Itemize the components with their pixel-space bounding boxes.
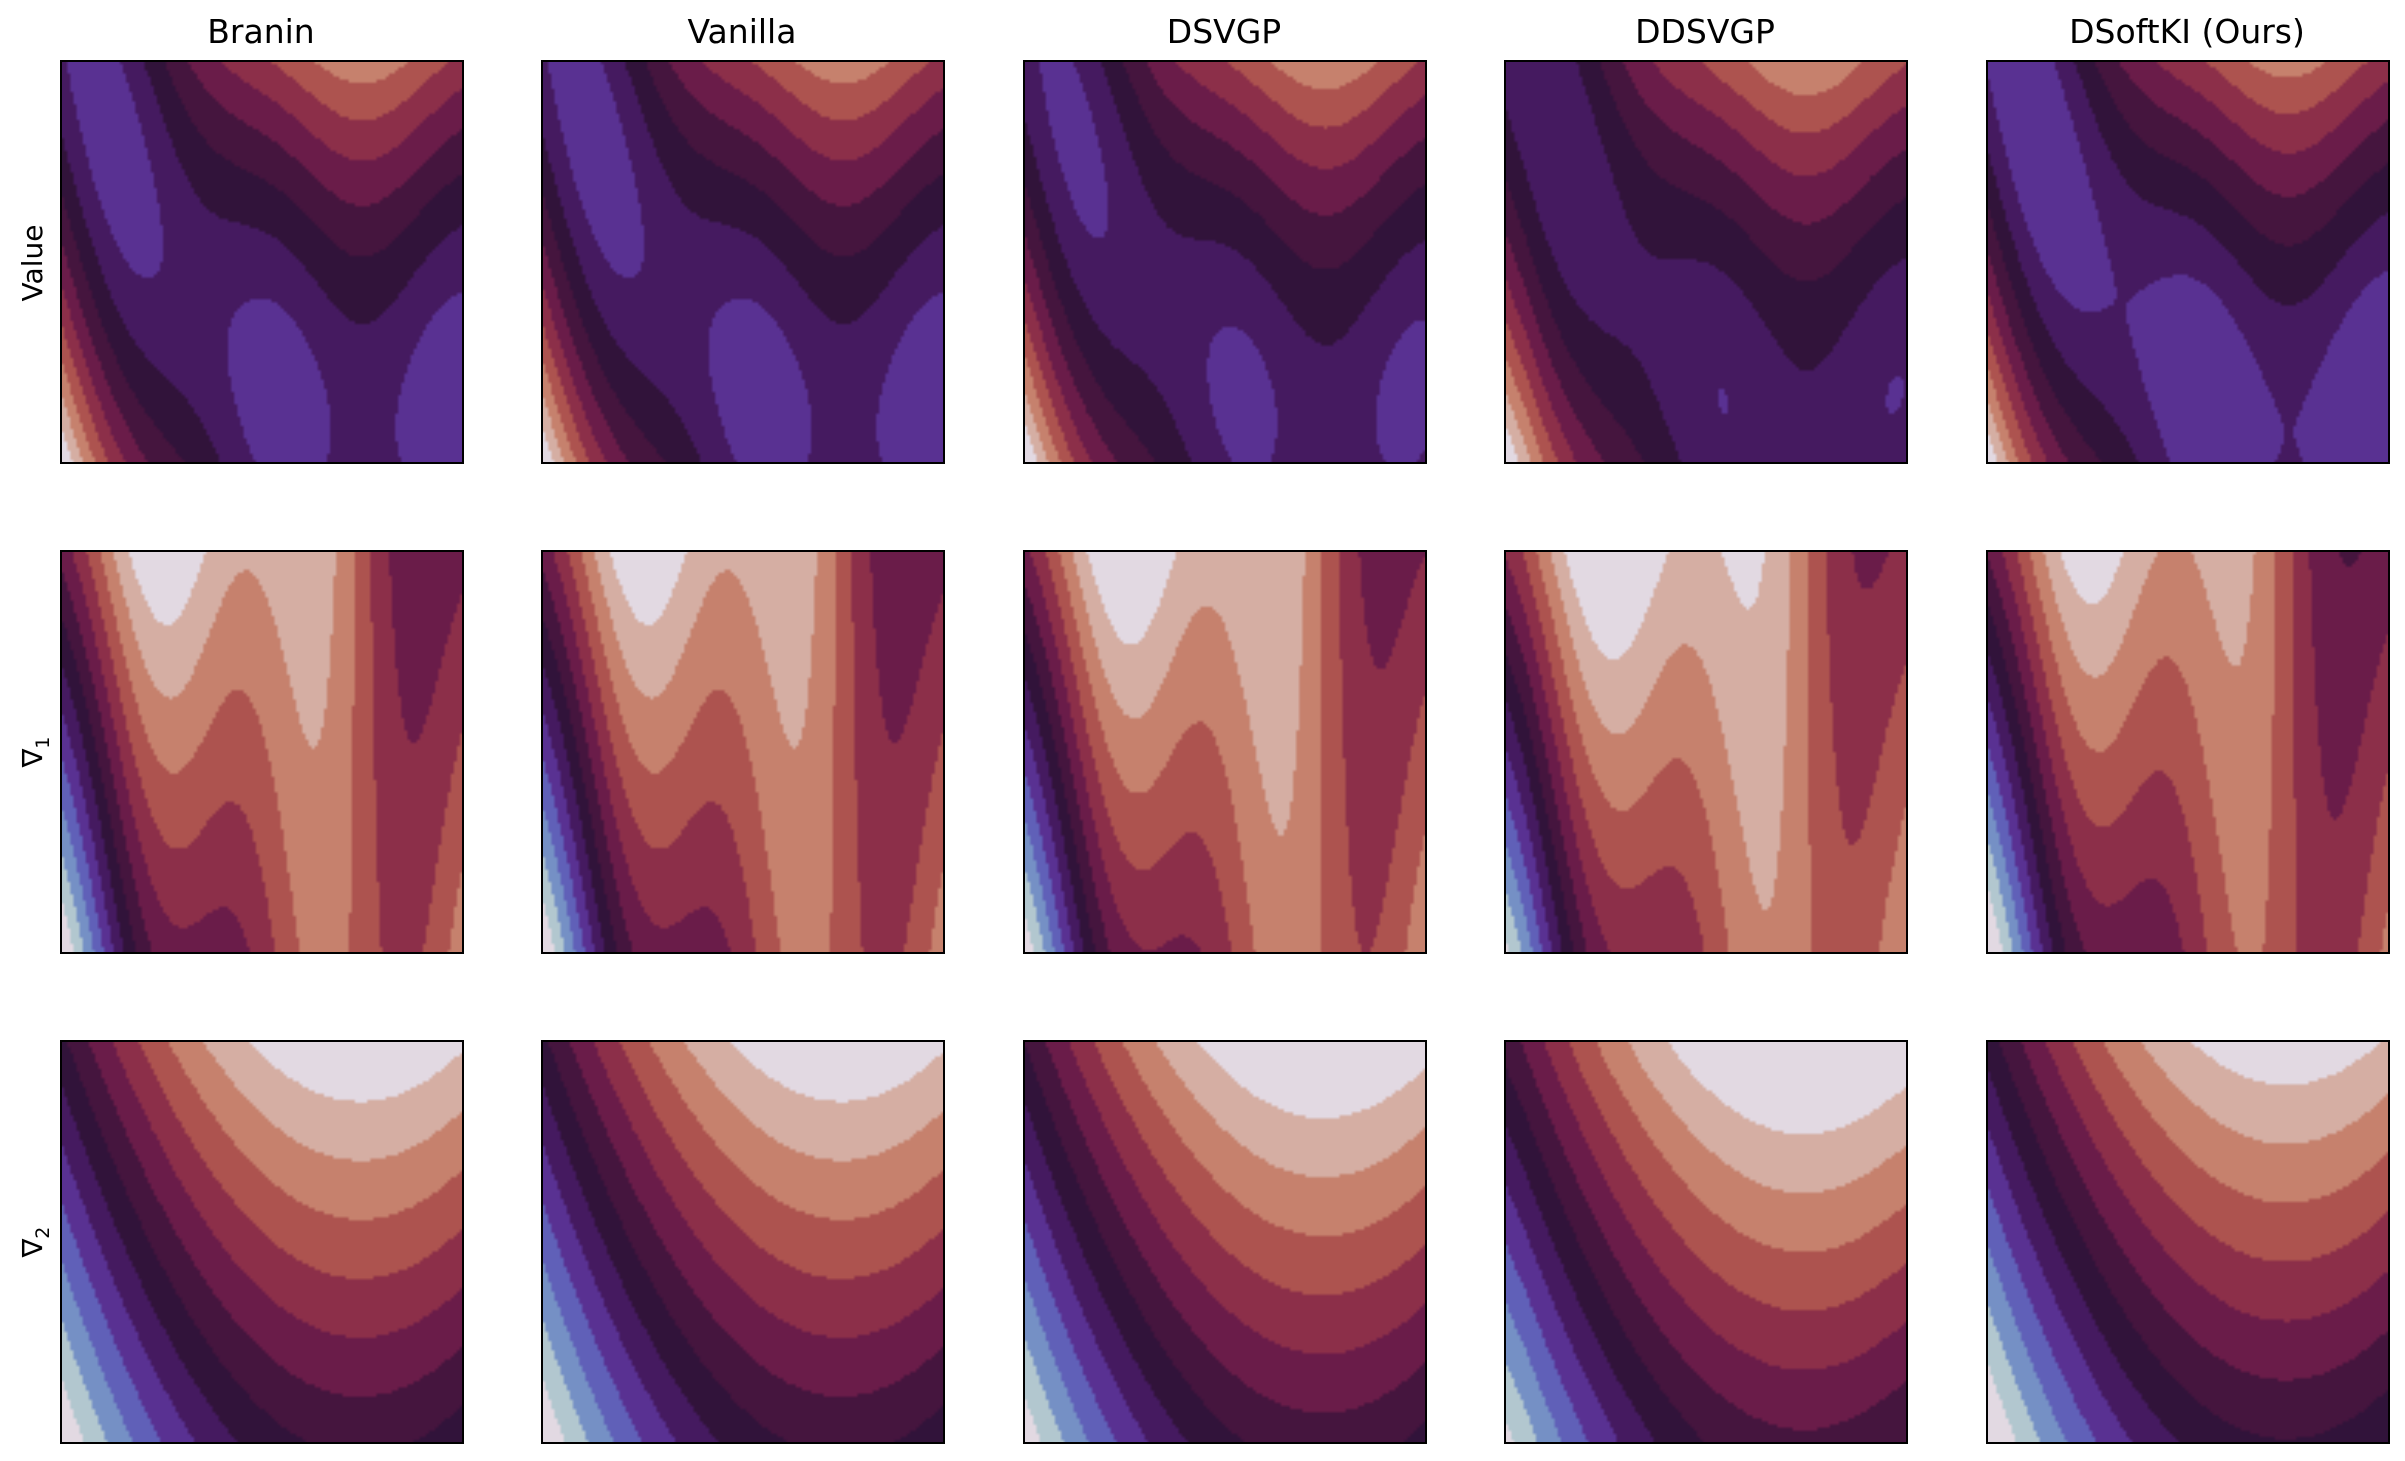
panel-frame-2-1 [541, 1040, 945, 1444]
panel-frame-1-2 [1023, 550, 1427, 954]
row-label-grad2-symbol: ∇ [16, 1238, 49, 1258]
contour-panel-2-3 [1505, 1041, 1907, 1443]
column-title-ddsvgp: DDSVGP [1635, 12, 1775, 51]
contour-panel-0-3 [1505, 61, 1907, 463]
panel-frame-0-3 [1504, 60, 1908, 464]
column-title-branin: Branin [207, 12, 314, 51]
contour-panel-1-2 [1024, 551, 1426, 953]
contour-panel-1-1 [542, 551, 944, 953]
row-labels: Value ∇1 ∇2 [16, 225, 54, 1259]
row-label-value: Value [16, 225, 49, 302]
panel-frame-0-4 [1986, 60, 2390, 464]
panel-frame-2-4 [1986, 1040, 2390, 1444]
panel-frame-0-1 [541, 60, 945, 464]
contour-panel-2-4 [1987, 1041, 2389, 1443]
contour-panel-0-4 [1987, 61, 2389, 463]
contour-panel-1-3 [1505, 551, 1907, 953]
contour-panel-2-1 [542, 1041, 944, 1443]
panel-frame-1-4 [1986, 550, 2390, 954]
row-label-grad1-symbol: ∇ [16, 748, 49, 768]
row-label-grad2-subscript: 2 [32, 1227, 54, 1239]
column-title-vanilla: Vanilla [688, 12, 797, 51]
panel-frame-1-1 [541, 550, 945, 954]
row-label-grad2: ∇2 [16, 1227, 54, 1259]
contour-panel-0-0 [61, 61, 463, 463]
panel-frame-1-0 [60, 550, 464, 954]
column-title-dsvgp: DSVGP [1167, 12, 1281, 51]
row-label-grad1: ∇1 [16, 737, 54, 769]
contour-panel-1-0 [61, 551, 463, 953]
contour-panel-1-4 [1987, 551, 2389, 953]
panel-frame-2-2 [1023, 1040, 1427, 1444]
panel-frame-1-3 [1504, 550, 1908, 954]
panel-frame-0-0 [60, 60, 464, 464]
contour-panel-2-2 [1024, 1041, 1426, 1443]
contour-panel-0-2 [1024, 61, 1426, 463]
column-title-dsoftki: DSoftKI (Ours) [2069, 12, 2305, 51]
panel-frame-2-0 [60, 1040, 464, 1444]
contour-panel-2-0 [61, 1041, 463, 1443]
contour-panel-0-1 [542, 61, 944, 463]
column-titles: Branin Vanilla DSVGP DDSVGP DSoftKI (Our… [207, 12, 2305, 51]
panel-frame-0-2 [1023, 60, 1427, 464]
panel-grid [60, 60, 2390, 1444]
panel-frame-2-3 [1504, 1040, 1908, 1444]
row-label-grad1-subscript: 1 [32, 737, 54, 749]
